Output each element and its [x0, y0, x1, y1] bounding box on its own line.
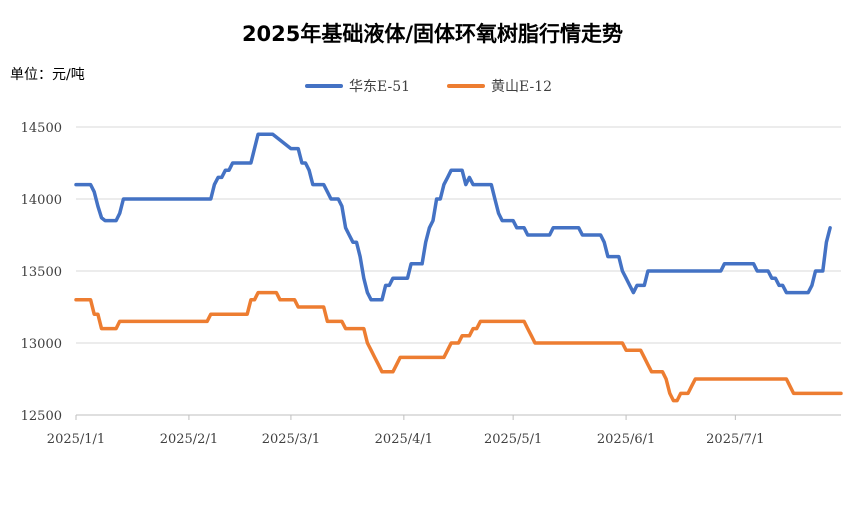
x-tick-label: 2025/5/1: [484, 432, 542, 447]
x-tick-label: 2025/3/1: [262, 432, 320, 447]
x-tick-label: 2025/7/1: [706, 432, 764, 447]
unit-label: 单位：元/吨: [10, 67, 85, 83]
legend-item-huangshan-e12: 黄山E-12: [447, 76, 552, 96]
series-line-east-china-e51: [74, 132, 832, 302]
legend-swatch-east-china-e51: [305, 84, 343, 88]
y-tick-label: 14000: [21, 193, 62, 208]
x-tick-label: 2025/1/1: [47, 432, 105, 447]
chart-title: 2025年基础液体/固体环氧树脂行情走势: [241, 22, 624, 46]
y-tick-label: 12500: [21, 409, 62, 424]
series-line-huangshan-e12: [74, 290, 843, 403]
y-tick-label: 13000: [21, 337, 62, 352]
legend-label-east-china-e51: 华东E-51: [349, 79, 411, 95]
x-tick-label: 2025/4/1: [375, 432, 433, 447]
x-tick-label: 2025/6/1: [597, 432, 655, 447]
x-axis-ticks: 2025/1/1 2025/2/1 2025/3/1 2025/4/1 2025/5/1…: [47, 415, 765, 447]
x-tick-label: 2025/2/1: [160, 432, 218, 447]
y-tick-label: 14500: [21, 121, 62, 136]
legend-label-huangshan-e12: 黄山E-12: [491, 79, 553, 95]
y-axis-ticks: 12500 13000 13500 14000 14500: [21, 121, 62, 424]
legend: 华东E-51 黄山E-12: [0, 76, 865, 98]
legend-swatch-huangshan-e12: [447, 84, 485, 88]
legend-item-east-china-e51: 华东E-51: [305, 76, 410, 96]
y-tick-label: 13500: [21, 265, 62, 280]
series-lines: [74, 132, 843, 403]
